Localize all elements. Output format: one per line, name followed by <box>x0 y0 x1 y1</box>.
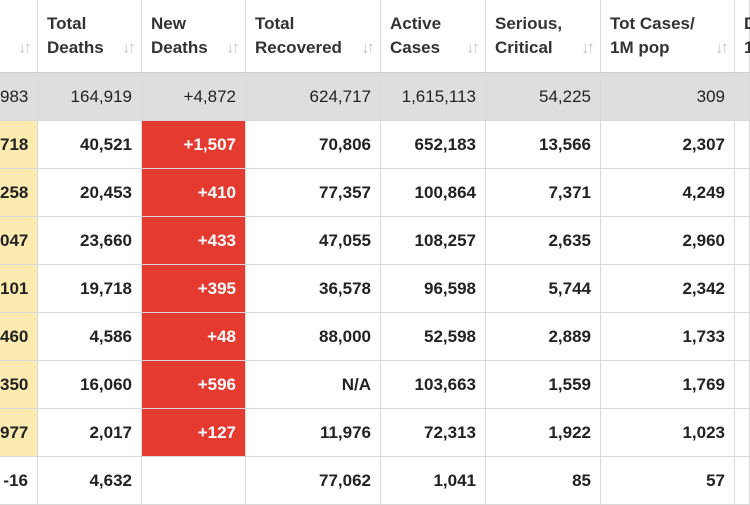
table-cell: 96,598 <box>381 265 486 313</box>
column-header[interactable]: D 1 <box>735 0 750 73</box>
table-cell: 2,307 <box>601 121 735 169</box>
table-cell: +4,872 <box>142 73 246 121</box>
sort-arrows-icon[interactable]: ↓↑ <box>581 38 595 57</box>
table-cell: 57 <box>601 457 735 505</box>
table-cell: 7,371 <box>486 169 601 217</box>
table-cell: 70,806 <box>246 121 381 169</box>
table-cell: 1,041 <box>381 457 486 505</box>
table-cell: 77,357 <box>246 169 381 217</box>
table-cell: 4,632 <box>38 457 142 505</box>
table-cell: 85 <box>486 457 601 505</box>
table-cell: 2,017 <box>38 409 142 457</box>
column-header-label: Total Deaths <box>47 14 104 57</box>
column-header[interactable]: ↓↑ <box>0 0 38 73</box>
sort-arrows-icon[interactable]: ↓↑ <box>361 38 375 57</box>
column-header-label: Total Recovered <box>255 14 342 57</box>
new-cases-cell: 047 <box>0 217 38 265</box>
table-cell: 164,919 <box>38 73 142 121</box>
table-cell: 1,023 <box>601 409 735 457</box>
table-cell: 13,566 <box>486 121 601 169</box>
table-cell: 100,864 <box>381 169 486 217</box>
sort-arrows-icon[interactable]: ↓↑ <box>715 38 729 57</box>
table-cell: +395 <box>142 265 246 313</box>
table-cell: 77,062 <box>246 457 381 505</box>
table-cell: 11,976 <box>246 409 381 457</box>
sort-arrows-icon[interactable]: ↓↑ <box>18 38 32 57</box>
table-cell: 1,559 <box>486 361 601 409</box>
new-cases-cell: 460 <box>0 313 38 361</box>
table-cell: +596 <box>142 361 246 409</box>
column-header-label: Tot Cases/ 1M pop <box>610 14 695 57</box>
table-cell: 624,717 <box>246 73 381 121</box>
table-cell: 23,660 <box>38 217 142 265</box>
table-cell-clipped <box>735 169 750 217</box>
table-cell: 309 <box>601 73 735 121</box>
table-cell-clipped <box>735 313 750 361</box>
table-cell: 2,635 <box>486 217 601 265</box>
table-cell: +48 <box>142 313 246 361</box>
table-cell: 16,060 <box>38 361 142 409</box>
column-header[interactable]: Serious, Critical ↓↑ <box>486 0 601 73</box>
table-cell: 2,960 <box>601 217 735 265</box>
table-cell-clipped <box>735 121 750 169</box>
table-cell: +410 <box>142 169 246 217</box>
table-cell-clipped <box>735 265 750 313</box>
table-cell: +1,507 <box>142 121 246 169</box>
table-cell: 652,183 <box>381 121 486 169</box>
table-cell: N/A <box>246 361 381 409</box>
table-cell-clipped <box>735 457 750 505</box>
column-header-label: New Deaths <box>151 14 208 57</box>
new-cases-cell: 101 <box>0 265 38 313</box>
sort-arrows-icon[interactable]: ↓↑ <box>226 38 240 57</box>
table-cell: 4,586 <box>38 313 142 361</box>
table-cell-clipped <box>735 361 750 409</box>
table-cell-clipped <box>735 73 750 121</box>
table-cell: 19,718 <box>38 265 142 313</box>
table-cell: 1,733 <box>601 313 735 361</box>
column-header-label: D 1 <box>744 14 750 57</box>
table-cell: 40,521 <box>38 121 142 169</box>
column-header[interactable]: Total Deaths ↓↑ <box>38 0 142 73</box>
column-header[interactable]: Total Recovered ↓↑ <box>246 0 381 73</box>
table-cell: 47,055 <box>246 217 381 265</box>
new-cases-cell: -16 <box>0 457 38 505</box>
table-cell: 4,249 <box>601 169 735 217</box>
new-cases-cell: 977 <box>0 409 38 457</box>
table-cell-clipped <box>735 409 750 457</box>
table-cell: 2,889 <box>486 313 601 361</box>
table-cell: +433 <box>142 217 246 265</box>
table-cell: 72,313 <box>381 409 486 457</box>
column-header-label: Active Cases <box>390 14 442 57</box>
table-cell: 1,922 <box>486 409 601 457</box>
column-header-label: Serious, Critical <box>495 14 563 57</box>
table-cell: 36,578 <box>246 265 381 313</box>
column-header[interactable]: New Deaths ↓↑ <box>142 0 246 73</box>
column-header[interactable]: Active Cases ↓↑ <box>381 0 486 73</box>
table-cell: 20,453 <box>38 169 142 217</box>
table-cell: 5,744 <box>486 265 601 313</box>
new-cases-cell: 718 <box>0 121 38 169</box>
table-cell: 1,769 <box>601 361 735 409</box>
table-cell: 88,000 <box>246 313 381 361</box>
table-cell: 108,257 <box>381 217 486 265</box>
table-cell-clipped <box>735 217 750 265</box>
table-cell: +127 <box>142 409 246 457</box>
sort-arrows-icon[interactable]: ↓↑ <box>122 38 136 57</box>
table-cell: 2,342 <box>601 265 735 313</box>
table-cell <box>142 457 246 505</box>
column-header[interactable]: Tot Cases/ 1M pop ↓↑ <box>601 0 735 73</box>
table-cell: 1,615,113 <box>381 73 486 121</box>
table-cell: 52,598 <box>381 313 486 361</box>
new-cases-cell: 350 <box>0 361 38 409</box>
new-cases-cell: 983 <box>0 73 38 121</box>
new-cases-cell: 258 <box>0 169 38 217</box>
table-cell: 54,225 <box>486 73 601 121</box>
sort-arrows-icon[interactable]: ↓↑ <box>466 38 480 57</box>
table-cell: 103,663 <box>381 361 486 409</box>
